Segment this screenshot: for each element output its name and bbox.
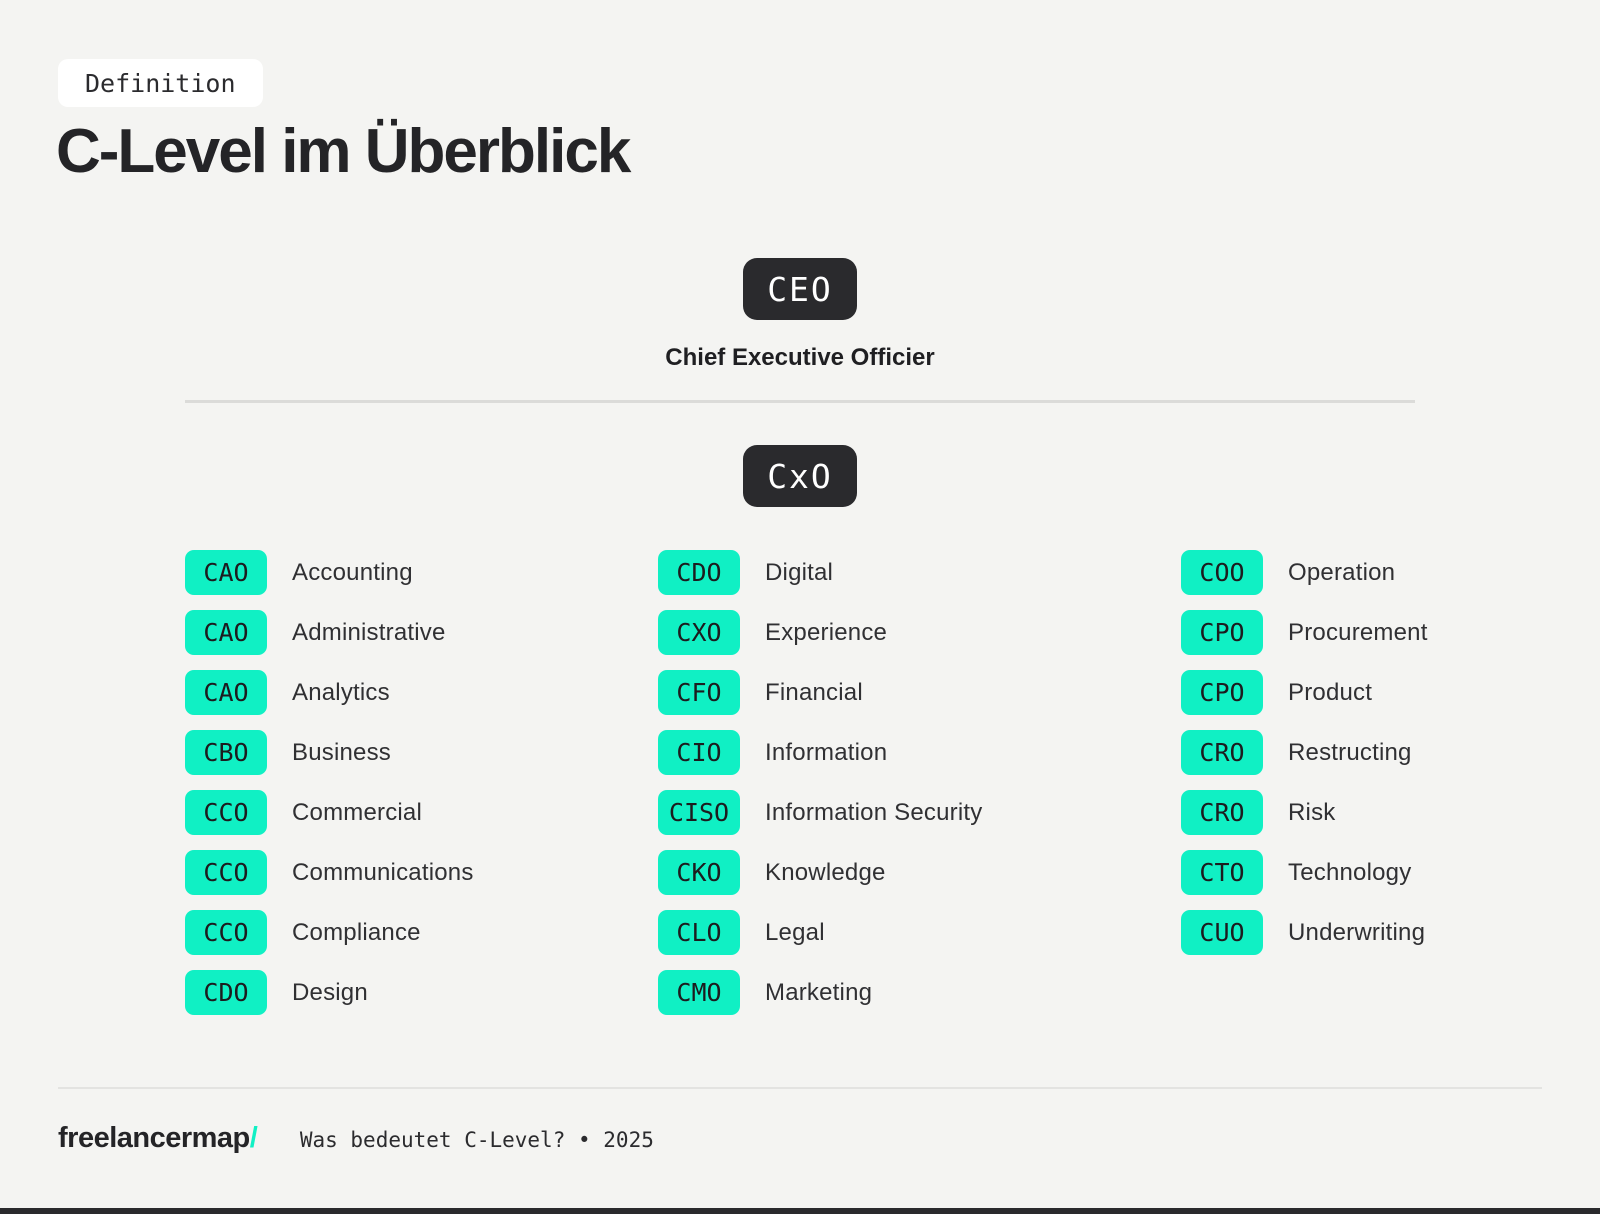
cxo-item: CLO Legal: [658, 910, 982, 955]
item-label: Administrative: [292, 618, 446, 646]
cxo-item: CAO Accounting: [185, 550, 474, 595]
freelancermap-logo: freelancermap: [58, 1122, 250, 1154]
item-label: Digital: [765, 558, 834, 586]
footer-divider: [58, 1087, 1542, 1089]
cxo-item: CIO Information: [658, 730, 982, 775]
abbr-badge: CRO: [1181, 790, 1263, 835]
abbr-badge: CKO: [658, 850, 740, 895]
cxo-item: CAO Analytics: [185, 670, 474, 715]
item-label: Underwriting: [1288, 918, 1426, 946]
abbr-badge: CFO: [658, 670, 740, 715]
item-label: Technology: [1288, 858, 1412, 886]
item-label: Commercial: [292, 798, 423, 826]
cxo-item: CISO Information Security: [658, 790, 982, 835]
item-label: Risk: [1288, 798, 1336, 826]
page-title: C-Level im Überblick: [56, 117, 631, 186]
cxo-item: CBO Business: [185, 730, 474, 775]
cxo-item: CDO Digital: [658, 550, 982, 595]
ceo-badge: CEO: [743, 258, 857, 320]
cxo-badge-label: CxO: [767, 456, 833, 496]
item-label: Business: [292, 738, 391, 766]
item-label: Marketing: [765, 978, 873, 1006]
cxo-item: CCO Communications: [185, 850, 474, 895]
cxo-column-3: COO Operation CPO Procurement CPO Product CRO R…: [1181, 550, 1428, 970]
item-label: Procurement: [1288, 618, 1428, 646]
item-label: Knowledge: [765, 858, 886, 886]
cxo-item: CTO Technology: [1181, 850, 1428, 895]
definition-badge: Definition: [58, 59, 263, 107]
cxo-item: CCO Commercial: [185, 790, 474, 835]
abbr-badge: CISO: [658, 790, 740, 835]
hierarchy-divider: [185, 400, 1415, 403]
item-label: Communications: [292, 858, 474, 886]
abbr-badge: CLO: [658, 910, 740, 955]
abbr-badge: CMO: [658, 970, 740, 1015]
item-label: Financial: [765, 678, 863, 706]
footer: freelancermap / Was bedeutet C-Level? • 2…: [58, 1122, 654, 1155]
item-label: Experience: [765, 618, 888, 646]
item-label: Product: [1288, 678, 1373, 706]
definition-badge-label: Definition: [85, 68, 236, 98]
item-label: Analytics: [292, 678, 390, 706]
cxo-item: CKO Knowledge: [658, 850, 982, 895]
abbr-badge: CTO: [1181, 850, 1263, 895]
abbr-badge: CCO: [185, 850, 267, 895]
cxo-item: CPO Procurement: [1181, 610, 1428, 655]
abbr-badge: CXO: [658, 610, 740, 655]
cxo-item: CXO Experience: [658, 610, 982, 655]
item-label: Restructing: [1288, 738, 1412, 766]
abbr-badge: CCO: [185, 910, 267, 955]
abbr-badge: CAO: [185, 610, 267, 655]
cxo-item: COO Operation: [1181, 550, 1428, 595]
abbr-badge: CBO: [185, 730, 267, 775]
cxo-column-2: CDO Digital CXO Experience CFO Financial CIO In…: [658, 550, 982, 1030]
item-label: Compliance: [292, 918, 421, 946]
abbr-badge: COO: [1181, 550, 1263, 595]
cxo-item: CFO Financial: [658, 670, 982, 715]
abbr-badge: CDO: [658, 550, 740, 595]
logo-slash-icon: /: [249, 1122, 258, 1154]
abbr-badge: CAO: [185, 550, 267, 595]
cxo-item: CRO Restructing: [1181, 730, 1428, 775]
abbr-badge: CRO: [1181, 730, 1263, 775]
cxo-item: CUO Underwriting: [1181, 910, 1428, 955]
item-label: Operation: [1288, 558, 1396, 586]
cxo-column-1: CAO Accounting CAO Administrative CAO Analyti…: [185, 550, 474, 1030]
cxo-item: CPO Product: [1181, 670, 1428, 715]
bottom-accent-bar: [0, 1208, 1600, 1214]
abbr-badge: CIO: [658, 730, 740, 775]
cxo-item: CMO Marketing: [658, 970, 982, 1015]
item-label: Information: [765, 738, 888, 766]
abbr-badge: CUO: [1181, 910, 1263, 955]
cxo-item: CRO Risk: [1181, 790, 1428, 835]
abbr-badge: CPO: [1181, 670, 1263, 715]
cxo-item: CDO Design: [185, 970, 474, 1015]
item-label: Design: [292, 978, 368, 1006]
abbr-badge: CAO: [185, 670, 267, 715]
cxo-item: CAO Administrative: [185, 610, 474, 655]
cxo-badge: CxO: [743, 445, 857, 507]
ceo-caption: Chief Executive Officier: [665, 344, 935, 371]
abbr-badge: CCO: [185, 790, 267, 835]
item-label: Information Security: [765, 798, 983, 826]
item-label: Legal: [765, 918, 825, 946]
cxo-item: CCO Compliance: [185, 910, 474, 955]
item-label: Accounting: [292, 558, 413, 586]
footer-tagline: Was bedeutet C-Level? • 2025: [299, 1128, 654, 1152]
abbr-badge: CDO: [185, 970, 267, 1015]
ceo-badge-label: CEO: [767, 269, 833, 309]
abbr-badge: CPO: [1181, 610, 1263, 655]
